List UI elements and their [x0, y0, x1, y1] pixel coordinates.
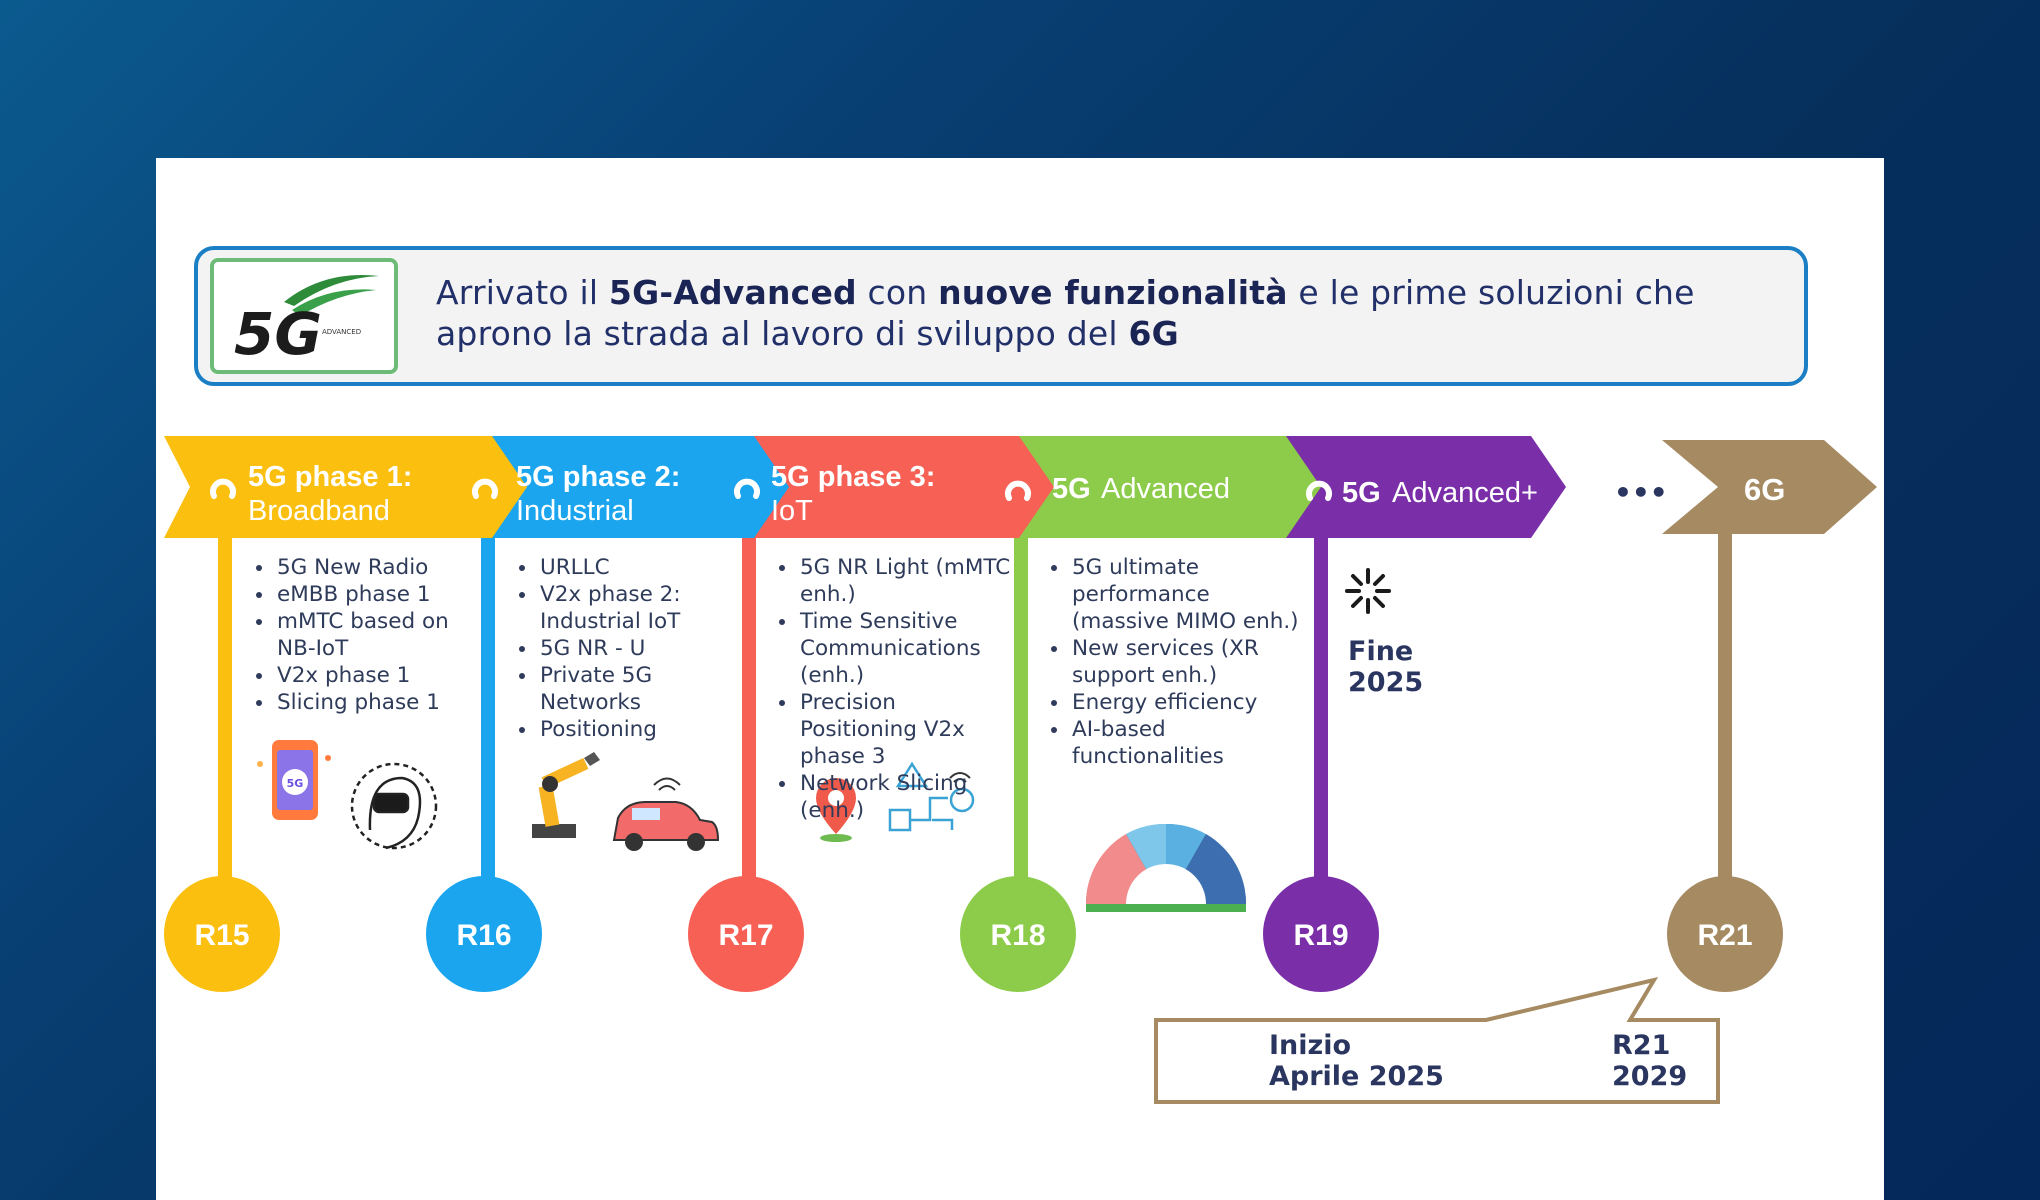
callout-release-label: R21 [1612, 1030, 1671, 1061]
list-item: Private 5G Networks [538, 662, 738, 716]
r21-arrow [1662, 440, 1877, 534]
arc-icon [1005, 480, 1031, 501]
list-item: V2x phase 2: Industrial IoT [538, 581, 738, 635]
smartphone-5g-icon: 5G [257, 740, 331, 820]
semicircle-services-icon [1085, 823, 1247, 912]
r15-circle [164, 876, 280, 992]
r15-arrow [164, 436, 527, 538]
arc-icon [472, 478, 498, 499]
r19-circle [1263, 876, 1379, 992]
r19-arrow [1274, 436, 1566, 538]
banner-headline: Arrivato il 5G-Advanced con nuove funzio… [436, 272, 1776, 354]
r18-circle [960, 876, 1076, 992]
5g-advanced-logo-icon: 5G ADVANCED [234, 275, 379, 368]
5g-advanced-logo: 5G ADVANCED [210, 258, 398, 374]
banner-line-2: aprono la strada al lavoro di sviluppo d… [436, 314, 1179, 353]
callout-release-text: R21 2029 [1612, 1030, 1687, 1092]
logo-advanced-text: ADVANCED [322, 328, 361, 336]
r16-circle [426, 876, 542, 992]
r16-arrow [484, 436, 789, 538]
r17-arrow [746, 436, 1054, 538]
r16-bullet-list: URLLC V2x phase 2: Industrial IoT 5G NR … [504, 554, 738, 743]
list-item: mMTC based on NB-IoT [275, 608, 465, 662]
milestone-fine-label: Fine [1348, 636, 1414, 667]
callout-box [1154, 976, 1720, 1104]
r15-bullet-list: 5G New Radio eMBB phase 1 mMTC based on … [241, 554, 465, 716]
callout-start-date: Aprile 2025 [1269, 1061, 1444, 1092]
list-item: New services (XR support enh.) [1070, 635, 1310, 689]
list-item: Time Sensitive Communications (enh.) [798, 608, 1018, 689]
r16-stem [481, 528, 495, 938]
r21-circle [1667, 876, 1783, 992]
list-item: Energy efficiency [1070, 689, 1310, 716]
r19-stem [1314, 528, 1328, 938]
list-item: 5G NR - U [538, 635, 738, 662]
list-item: Network Slicing (enh.) [798, 770, 1018, 824]
list-item: Slicing phase 1 [275, 689, 465, 716]
list-item: eMBB phase 1 [275, 581, 465, 608]
logo-5g-text: 5G [234, 300, 322, 368]
ellipsis-dots: ••• [1614, 476, 1668, 509]
location-pin-icon [816, 778, 856, 842]
list-item: 5G New Radio [275, 554, 465, 581]
robot-arm-icon [532, 752, 600, 838]
callout-release-year: 2029 [1612, 1061, 1688, 1092]
r18-arrow [1011, 436, 1321, 538]
list-item: Precision Positioning V2x phase 3 [798, 689, 1018, 770]
arc-icon [734, 478, 760, 499]
slide: 5G ADVANCED Arrivato il 5G-Advanced con … [156, 158, 1884, 1200]
svg-text:5G: 5G [287, 777, 304, 790]
arc-icon [210, 478, 236, 499]
r19-milestone: Fine 2025 [1348, 636, 1438, 698]
r18-bullet-list: 5G ultimate performance (massive MIMO en… [1036, 554, 1310, 770]
list-item: URLLC [538, 554, 738, 581]
milestone-fine-year: 2025 [1348, 667, 1424, 698]
r18-stem [1014, 528, 1028, 938]
list-item: AI-based functionalities [1070, 716, 1310, 770]
burst-icon [1345, 568, 1391, 614]
header-banner: 5G ADVANCED Arrivato il 5G-Advanced con … [194, 246, 1808, 386]
r21-stem [1718, 528, 1732, 938]
connected-car-icon [612, 777, 720, 851]
vr-headset-icon [350, 762, 438, 850]
list-item: Positioning [538, 716, 738, 743]
r17-circle [688, 876, 804, 992]
r17-stem [742, 528, 756, 938]
banner-line-1: Arrivato il 5G-Advanced con nuove funzio… [436, 273, 1695, 312]
network-devices-icon [888, 761, 975, 832]
r15-stem [218, 528, 232, 938]
list-item: 5G NR Light (mMTC enh.) [798, 554, 1018, 608]
r17-bullet-list: 5G NR Light (mMTC enh.) Time Sensitive C… [764, 554, 1018, 824]
list-item: 5G ultimate performance (massive MIMO en… [1070, 554, 1310, 635]
callout-start-label: Inizio [1269, 1030, 1352, 1061]
arc-icon [1306, 480, 1332, 501]
callout-start-text: Inizio Aprile 2025 [1269, 1030, 1444, 1092]
list-item: V2x phase 1 [275, 662, 465, 689]
